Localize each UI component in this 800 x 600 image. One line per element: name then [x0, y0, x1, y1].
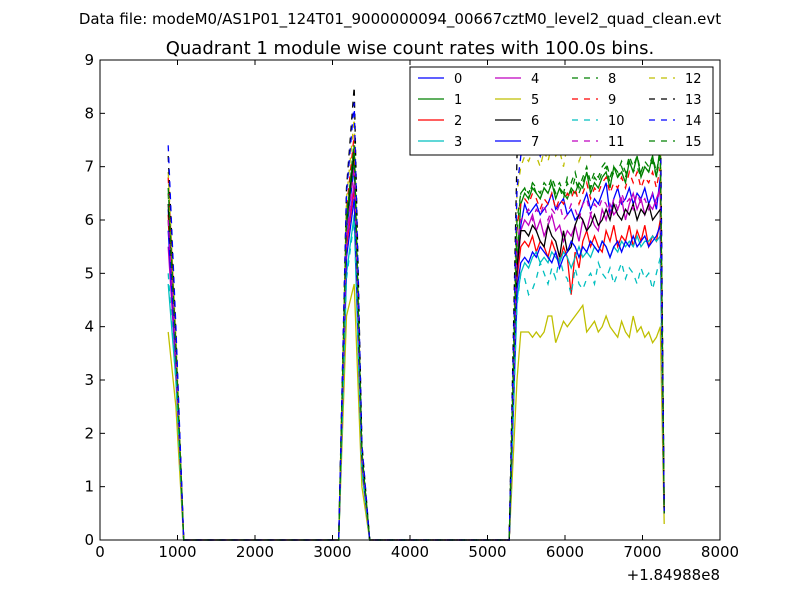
x-tick-label: 0 [95, 543, 105, 561]
legend-label-12: 12 [685, 72, 702, 87]
y-tick-label: 1 [84, 478, 94, 496]
legend-label-4: 4 [531, 72, 539, 87]
series-line-9 [167, 134, 665, 541]
x-axis: 0 1000 2000 3000 4000 5000 6000 7000 8000 [95, 60, 739, 561]
x-tick-label: 5000 [468, 543, 506, 561]
x-tick-label: 4000 [391, 543, 429, 561]
legend-label-0: 0 [454, 72, 462, 87]
y-tick-label: 9 [84, 51, 94, 69]
x-tick-label: 2000 [236, 543, 274, 561]
y-tick-label: 0 [84, 531, 94, 549]
legend-box [409, 66, 714, 156]
y-tick-label: 6 [84, 211, 94, 229]
legend-label-15: 15 [685, 135, 702, 150]
legend-label-3: 3 [454, 135, 462, 150]
legend-label-9: 9 [608, 93, 616, 108]
y-tick-label: 7 [84, 158, 94, 176]
legend-label-11: 11 [608, 135, 625, 150]
x-tick-label: 3000 [313, 543, 351, 561]
y-tick-label: 8 [84, 104, 94, 122]
legend-label-14: 14 [685, 114, 702, 129]
suptitle: Data file: modeM0/AS1P01_124T01_90000000… [79, 10, 721, 29]
legend-label-5: 5 [531, 93, 539, 108]
series-line-11 [167, 166, 665, 541]
y-tick-label: 3 [84, 371, 94, 389]
chart-title: Quadrant 1 module wise count rates with … [166, 38, 655, 59]
y-tick-label: 4 [84, 318, 94, 336]
x-tick-label: 8000 [701, 543, 739, 561]
legend-label-10: 10 [608, 114, 625, 129]
legend-label-2: 2 [454, 114, 462, 129]
legend-label-6: 6 [531, 114, 539, 129]
legend-label-7: 7 [531, 135, 539, 150]
x-offset-label: +1.84988e8 [627, 566, 720, 584]
x-tick-label: 1000 [158, 543, 196, 561]
legend-label-8: 8 [608, 72, 616, 87]
legend-label-1: 1 [454, 93, 462, 108]
y-tick-label: 5 [84, 264, 94, 282]
y-tick-label: 2 [84, 424, 94, 442]
legend-label-13: 13 [685, 93, 702, 108]
x-tick-label: 6000 [546, 543, 584, 561]
x-tick-label: 7000 [623, 543, 661, 561]
series-line-8 [167, 139, 665, 541]
